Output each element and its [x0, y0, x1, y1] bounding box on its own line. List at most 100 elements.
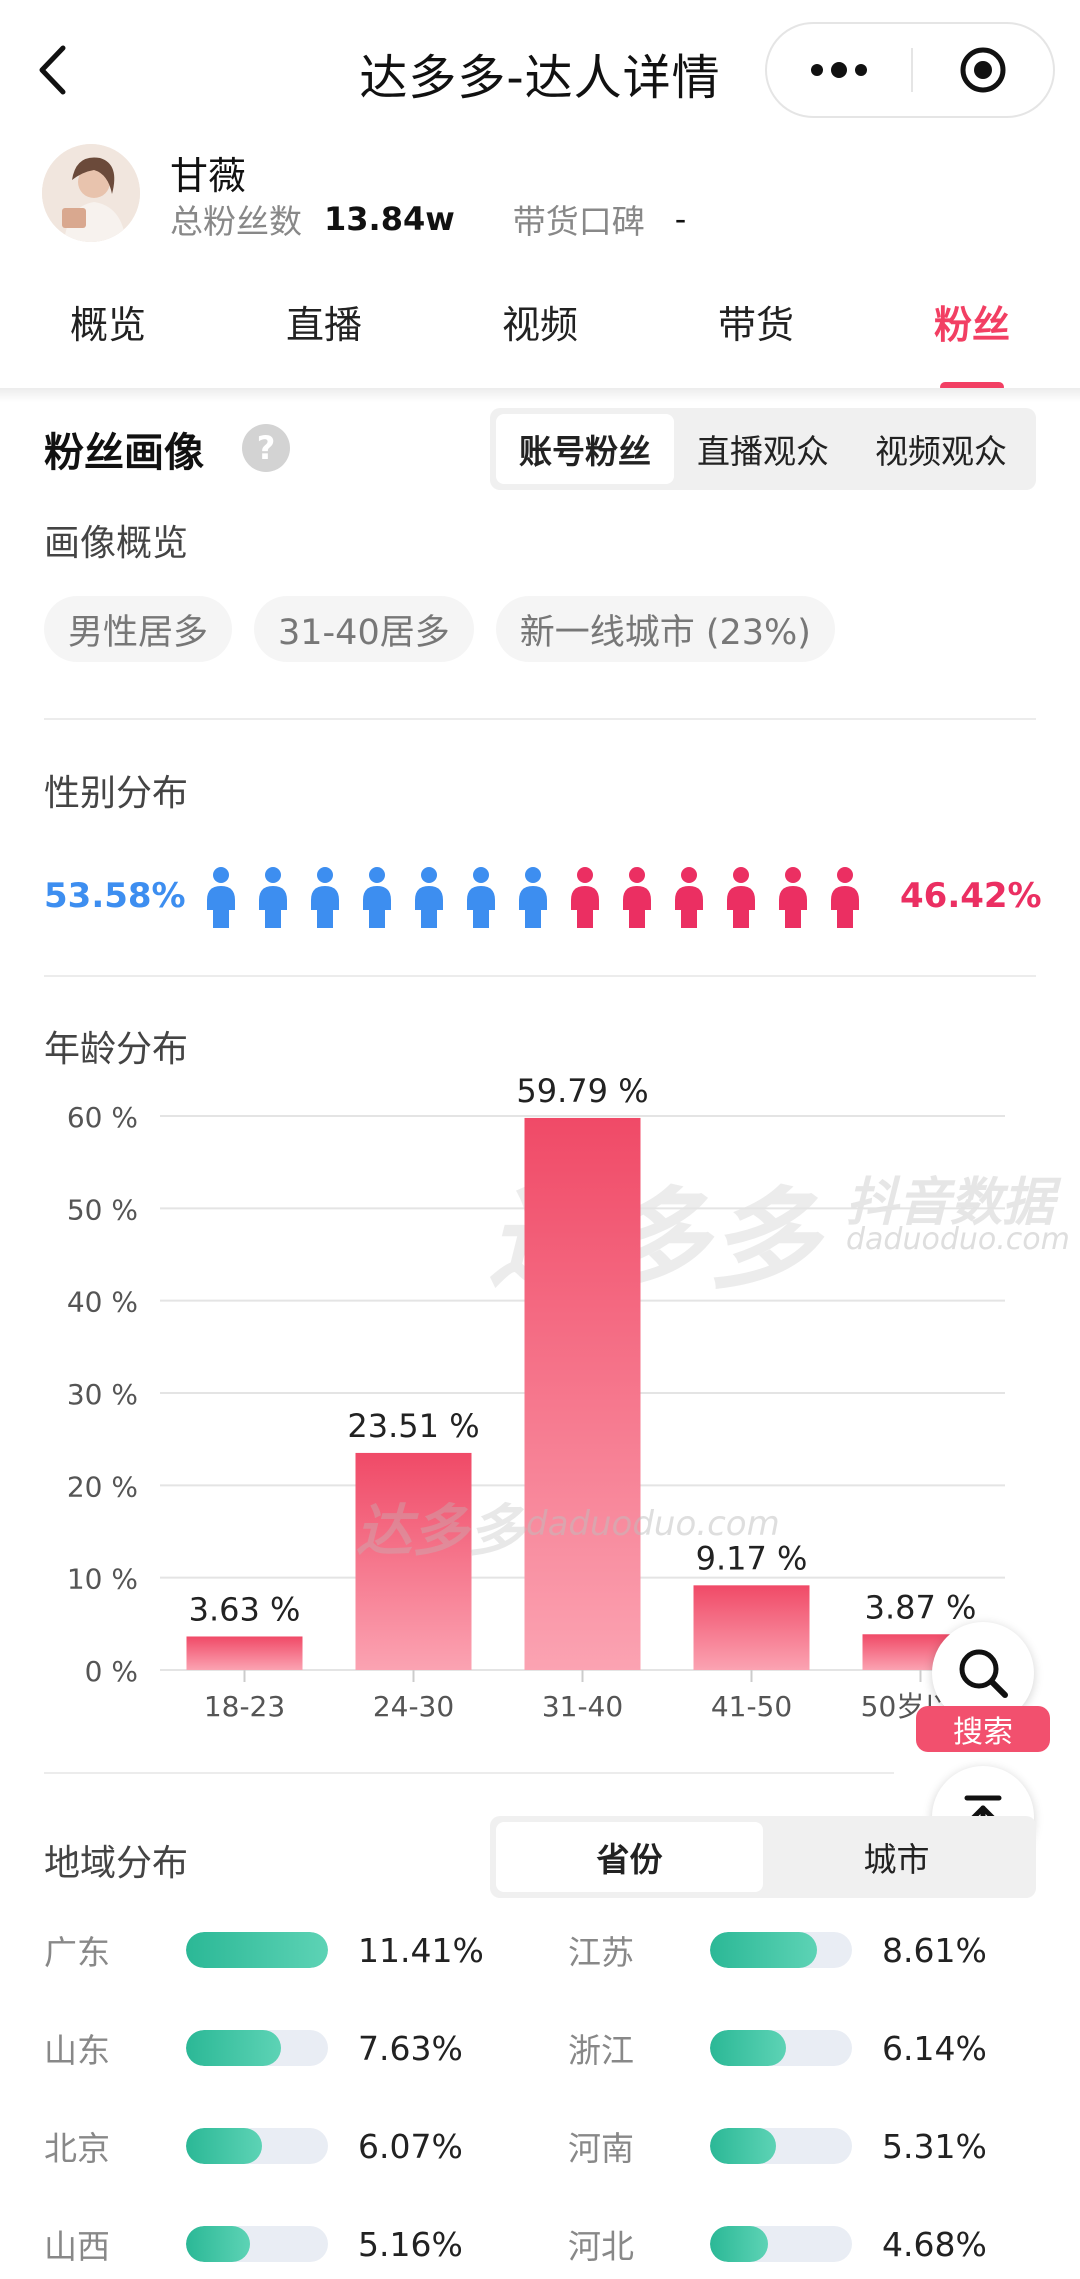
region-item: 山东 7.63% — [44, 2018, 463, 2078]
y-tick-label: 50 % — [67, 1193, 138, 1226]
search-icon — [959, 1649, 1008, 1698]
region-bar-fill — [186, 2128, 262, 2164]
profile-stats: 总粉丝数 13.84w 带货口碑 - — [170, 196, 744, 242]
region-name: 北京 — [44, 2129, 110, 2168]
portrait-tags: 男性居多 31-40居多 新一线城市 (23%) — [44, 596, 835, 662]
region-bar-fill — [186, 1932, 328, 1968]
segment-live-audience[interactable]: 直播观众 — [697, 432, 829, 471]
tab-goods[interactable]: 带货 — [717, 303, 794, 347]
fans-value: 13.84w — [324, 200, 455, 238]
region-name: 河北 — [568, 2227, 634, 2266]
region-bar-fill — [710, 2128, 777, 2164]
person-icon — [415, 867, 443, 928]
chevron-left-icon — [39, 45, 66, 95]
tab-bar-shadow — [0, 388, 1080, 402]
x-tick-label: 24-30 — [373, 1690, 454, 1723]
back-button[interactable] — [22, 30, 82, 110]
region-bar-track — [710, 2128, 852, 2164]
age-bar[interactable] — [524, 1117, 641, 1670]
age-bar[interactable] — [186, 1636, 303, 1670]
region-bar-fill — [186, 2030, 281, 2066]
y-tick-label: 40 % — [67, 1286, 138, 1319]
region-bar-track — [710, 2030, 852, 2066]
more-dots-icon — [811, 62, 867, 78]
capsule-divider — [911, 48, 913, 92]
overview-title: 画像概览 — [44, 523, 189, 564]
tab-video[interactable]: 视频 — [501, 303, 578, 347]
region-item: 广东 11.41% — [44, 1920, 484, 1980]
region-name: 广东 — [44, 1933, 110, 1972]
person-icon — [311, 867, 339, 928]
x-tick-label: 31-40 — [542, 1690, 623, 1723]
search-label[interactable]: 搜索 — [916, 1706, 1050, 1752]
person-icon — [363, 867, 391, 928]
age-bar-chart: 0 % 10 % 20 % 30 % 40 % 50 % 60 % 3.63 % 18-23 23… — [67, 1072, 1005, 1723]
person-icon — [571, 867, 599, 928]
help-icon[interactable]: ? — [242, 424, 290, 472]
page-title: 达多多-达人详情 — [359, 50, 721, 106]
person-icon — [207, 867, 235, 928]
tab-fans[interactable]: 粉丝 — [933, 303, 1010, 347]
person-icon — [519, 867, 547, 928]
x-tick-label: 41-50 — [711, 1690, 792, 1723]
tag-gender: 男性居多 — [44, 596, 233, 662]
more-button[interactable] — [767, 24, 911, 116]
region-bar-fill — [710, 2226, 769, 2262]
bar-value-label: 9.17 % — [696, 1539, 808, 1577]
person-icon — [779, 867, 807, 928]
region-percentage: 6.07% — [358, 2126, 463, 2166]
close-miniprogram-button[interactable] — [913, 24, 1053, 116]
region-name: 河南 — [568, 2129, 634, 2168]
audience-segment: 账号粉丝 直播观众 视频观众 — [490, 408, 1036, 490]
tab-overview[interactable]: 概览 — [69, 303, 146, 347]
region-percentage: 5.16% — [358, 2224, 463, 2264]
avatar-image-icon — [42, 144, 140, 242]
age-bar[interactable] — [693, 1585, 810, 1670]
region-item: 浙江 6.14% — [568, 2018, 987, 2078]
segment-city[interactable]: 城市 — [863, 1840, 930, 1879]
section-divider — [44, 718, 1036, 720]
age-bar[interactable] — [355, 1452, 472, 1670]
male-percentage: 53.58% — [44, 876, 186, 916]
person-icon — [675, 867, 703, 928]
y-tick-label: 30 % — [67, 1378, 138, 1411]
person-icon — [467, 867, 495, 928]
avatar[interactable] — [42, 144, 140, 242]
person-icon — [727, 867, 755, 928]
target-circle-icon — [960, 47, 1006, 93]
tag-age: 31-40居多 — [254, 596, 474, 662]
tab-live[interactable]: 直播 — [285, 303, 362, 347]
region-percentage: 5.31% — [882, 2126, 987, 2166]
y-tick-label: 60 % — [67, 1101, 138, 1134]
region-percentage: 7.63% — [358, 2028, 463, 2068]
region-name: 山东 — [44, 2031, 110, 2070]
region-item: 河南 5.31% — [568, 2116, 987, 2176]
reputation-label: 带货口碑 — [512, 202, 645, 241]
active-tab-indicator — [940, 382, 1004, 392]
segment-video-audience[interactable]: 视频观众 — [875, 432, 1007, 471]
region-segment: 省份 城市 — [490, 1816, 1036, 1898]
title-bar: 达多多-达人详情 — [0, 0, 1080, 140]
region-percentage: 8.61% — [882, 1930, 987, 1970]
region-percentage: 6.14% — [882, 2028, 987, 2068]
region-item: 江苏 8.61% — [568, 1920, 987, 1980]
region-percentage: 4.68% — [882, 2224, 987, 2264]
bar-value-label: 23.51 % — [347, 1407, 479, 1445]
region-bar-track — [710, 1932, 852, 1968]
region-item: 北京 6.07% — [44, 2116, 463, 2176]
segment-province[interactable]: 省份 — [496, 1822, 763, 1892]
tag-city-tier: 新一线城市 (23%) — [495, 596, 835, 662]
region-bar-track — [186, 2226, 328, 2262]
y-tick-label: 10 % — [67, 1563, 138, 1596]
reputation-value: - — [674, 200, 687, 238]
y-tick-label: 20 % — [67, 1470, 138, 1503]
gender-title: 性别分布 — [44, 773, 189, 814]
region-bar-fill — [710, 1932, 818, 1968]
fan-portrait-title: 粉丝画像 — [44, 430, 204, 476]
tab-bar: 概览 直播 视频 带货 粉丝 — [0, 268, 1080, 388]
fans-label: 总粉丝数 — [170, 202, 302, 241]
section-divider — [44, 975, 1036, 977]
segment-account-fans[interactable]: 账号粉丝 — [496, 414, 674, 484]
age-title: 年龄分布 — [44, 1029, 189, 1070]
y-tick-label: 0 % — [85, 1655, 138, 1688]
